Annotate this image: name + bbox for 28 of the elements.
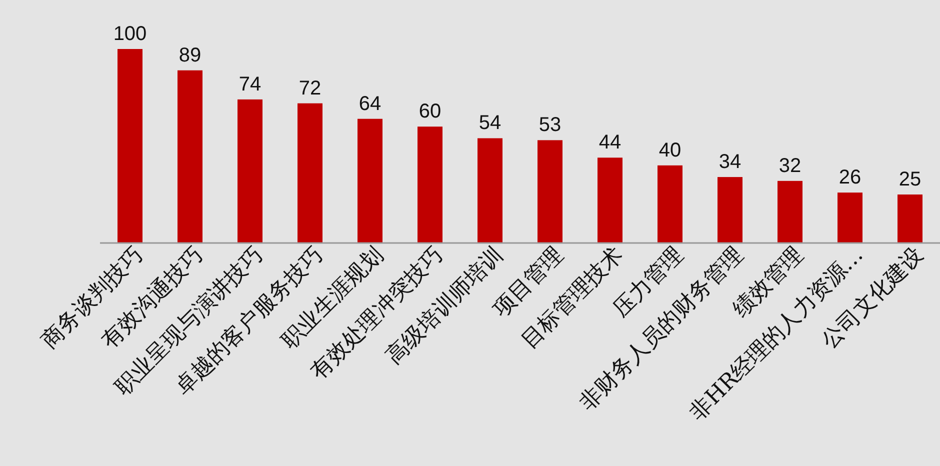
bar bbox=[598, 158, 622, 243]
bar bbox=[238, 99, 262, 243]
bar bbox=[418, 126, 442, 243]
bar bbox=[538, 140, 562, 243]
data-label: 100 bbox=[113, 23, 147, 45]
data-label: 53 bbox=[538, 114, 562, 136]
data-label: 54 bbox=[478, 112, 502, 134]
data-label: 32 bbox=[778, 154, 802, 177]
data-label: 74 bbox=[238, 73, 262, 96]
bar bbox=[358, 118, 382, 243]
bar bbox=[478, 138, 502, 243]
data-label: 89 bbox=[178, 44, 202, 66]
data-label: 25 bbox=[898, 168, 922, 190]
data-label: 34 bbox=[718, 151, 742, 174]
bar bbox=[778, 180, 802, 243]
data-label: 72 bbox=[298, 77, 322, 100]
bar bbox=[118, 49, 142, 243]
data-label: 26 bbox=[838, 166, 862, 189]
bar bbox=[718, 177, 742, 243]
data-label: 44 bbox=[598, 132, 622, 154]
data-label: 40 bbox=[658, 139, 682, 162]
data-label: 60 bbox=[418, 100, 442, 123]
bar bbox=[178, 70, 202, 243]
data-label: 64 bbox=[358, 92, 382, 115]
bar bbox=[838, 192, 862, 243]
bar bbox=[898, 194, 922, 243]
bar bbox=[658, 165, 682, 243]
bar bbox=[298, 103, 322, 243]
